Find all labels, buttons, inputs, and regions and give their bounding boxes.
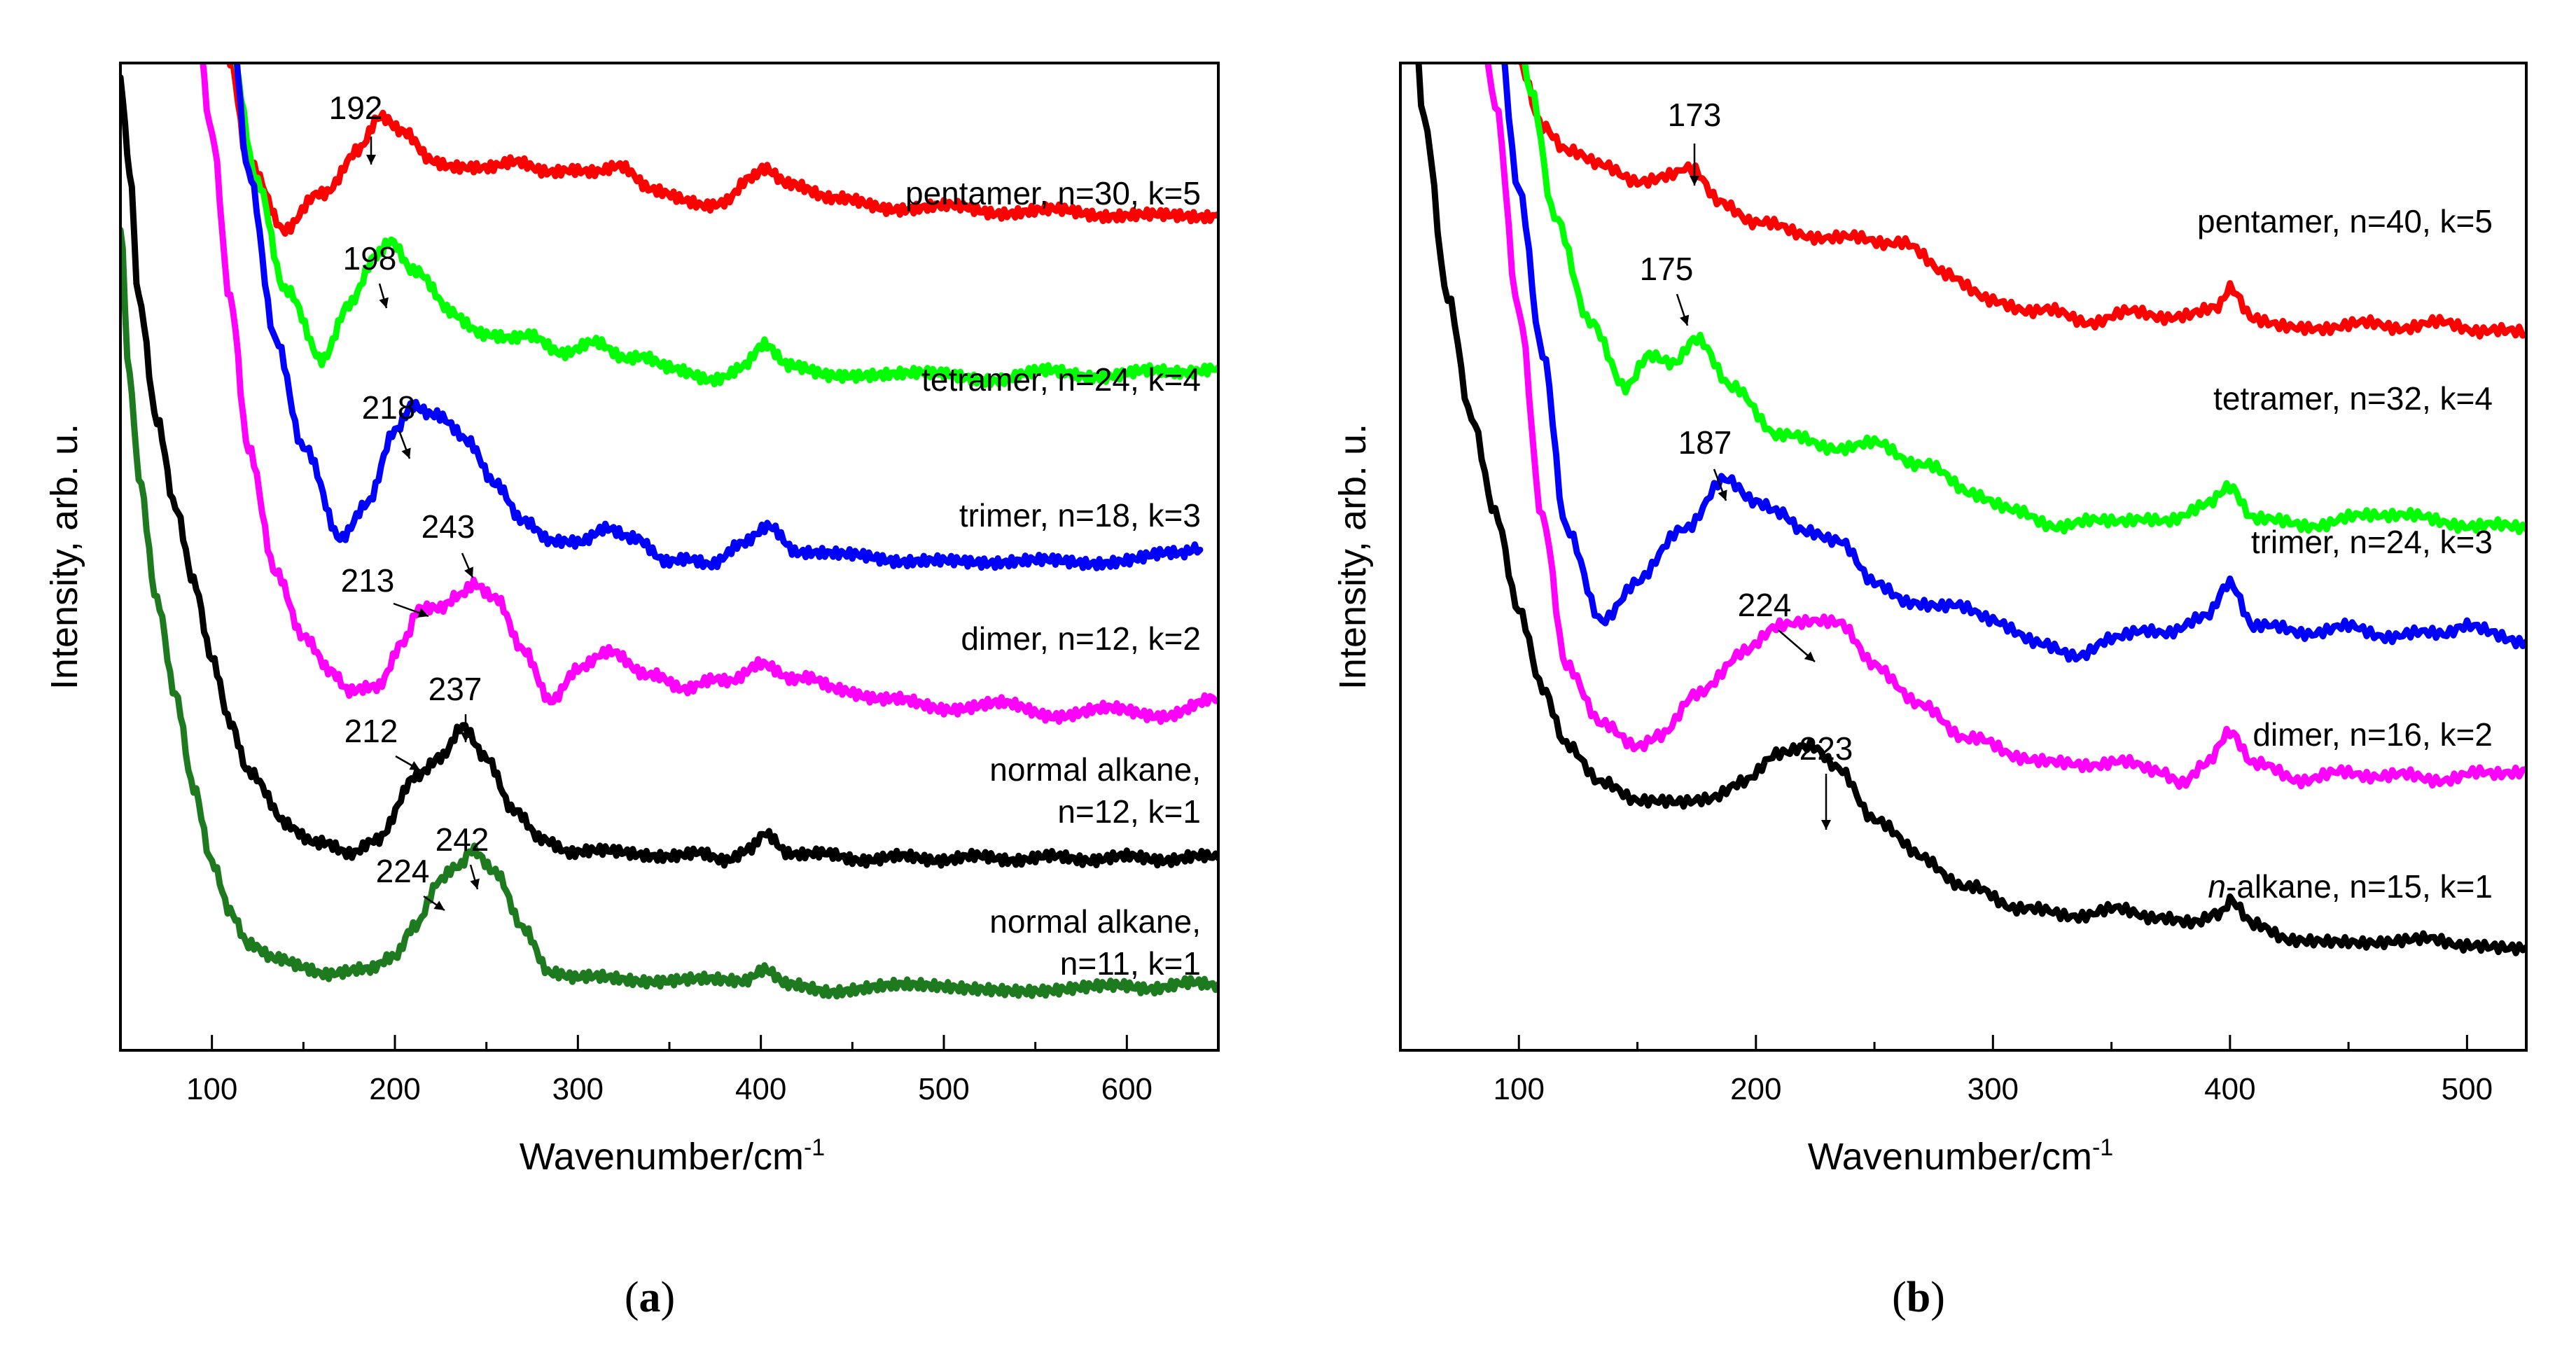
peak-arrow-head <box>417 608 429 618</box>
peak-label: 243 <box>422 508 475 545</box>
peak-label: 224 <box>376 853 430 889</box>
peak-label: 212 <box>344 713 398 749</box>
peak-arrow-head <box>1718 489 1727 501</box>
series-label: pentamer, n=30, k=5 <box>905 175 1201 211</box>
x-tick-label: 500 <box>918 1072 969 1106</box>
peak-label: 187 <box>1678 424 1732 461</box>
series-label: n=11, k=1 <box>1060 945 1201 982</box>
panel-a-caption: (a) <box>625 1274 675 1321</box>
peak-label: 173 <box>1668 97 1722 133</box>
peak-arrow-head <box>464 566 473 578</box>
peak-arrow-head <box>366 155 376 165</box>
x-tick-label: 600 <box>1101 1072 1153 1106</box>
peak-arrow-head <box>409 760 420 770</box>
series-label: n-alkane, n=15, k=1 <box>2208 868 2493 905</box>
panel-a-series <box>122 64 1217 1000</box>
series-line-n-alkane <box>1415 64 2525 956</box>
x-tick-label: 500 <box>2442 1072 2493 1106</box>
series-label: trimer, n=18, k=3 <box>959 497 1201 534</box>
panel-b-peak-annotations: 173 175 187 224 223 <box>1640 97 1853 830</box>
x-tick-label: 200 <box>369 1072 420 1106</box>
series-line-dimer <box>1484 64 2525 790</box>
peak-arrow-head <box>379 297 389 308</box>
series-label: n=12, k=1 <box>1057 793 1201 830</box>
peak-label: 218 <box>362 389 416 426</box>
peak-label: 175 <box>1640 251 1694 287</box>
panel-a-x-axis-label: Wavenumber/cm-1 <box>520 1134 825 1178</box>
panel-a-y-axis-label: Intensity, arb. u. <box>43 424 85 690</box>
peak-arrow-head <box>1679 314 1690 326</box>
peak-arrow-head <box>470 878 480 889</box>
panel-b: 100 200 300 400 500 pentamer, n=40, k=5 tetra… <box>1332 62 2528 1321</box>
peak-label: 224 <box>1738 587 1792 623</box>
series-line-dimer <box>200 64 1217 725</box>
series-label: tetramer, n=24, k=4 <box>921 361 1201 398</box>
peak-arrow-head <box>461 732 471 742</box>
peak-label: 223 <box>1799 730 1853 767</box>
panel-b-x-ticks: 100 200 300 400 500 <box>1399 1035 2493 1106</box>
peak-arrow-head <box>401 447 411 459</box>
panel-b-caption: (b) <box>1892 1274 1945 1321</box>
series-label: dimer, n=16, k=2 <box>2253 716 2493 753</box>
peak-label: 237 <box>429 671 482 707</box>
peak-arrow-head <box>1690 176 1699 186</box>
series-label: normal alkane, <box>989 903 1201 940</box>
x-tick-label: 300 <box>552 1072 604 1106</box>
series-line-tetramer <box>232 64 1217 389</box>
x-tick-label: 400 <box>735 1072 786 1106</box>
x-tick-label: 200 <box>1730 1072 1781 1106</box>
series-line-trimer <box>234 64 1204 571</box>
series-line-normal-alkane-n-11 <box>122 227 1217 1000</box>
peak-arrow-head <box>1821 820 1831 830</box>
peak-label: 213 <box>341 562 395 599</box>
panel-b-plot-frame <box>1399 62 2528 1052</box>
panel-a-x-ticks: 100 200 300 400 500 600 <box>119 1035 1220 1106</box>
series-line-normal-alkane-n-12 <box>122 74 1217 869</box>
panel-a: 100 200 300 400 500 600 pentamer, n=30, k=5 te… <box>43 62 1220 1321</box>
series-label: tetramer, n=32, k=4 <box>2213 380 2493 417</box>
panel-b-series-labels: pentamer, n=40, k=5 tetramer, n=32, k=4 tr… <box>2197 203 2493 905</box>
series-label: trimer, n=24, k=3 <box>2251 524 2493 560</box>
series-label: normal alkane, <box>989 751 1201 788</box>
series-line-pentamer <box>1514 64 2525 340</box>
peak-label: 192 <box>329 90 383 126</box>
panel-a-series-labels: pentamer, n=30, k=5 tetramer, n=24, k=4 tr… <box>905 175 1201 982</box>
x-tick-label: 400 <box>2204 1072 2255 1106</box>
x-tick-label: 100 <box>186 1072 237 1106</box>
panel-b-y-axis-label: Intensity, arb. u. <box>1332 424 1374 690</box>
x-tick-label: 100 <box>1494 1072 1545 1106</box>
panel-b-series <box>1415 64 2525 956</box>
panel-b-x-axis-label: Wavenumber/cm-1 <box>1808 1134 2113 1178</box>
x-tick-label: 300 <box>1968 1072 2019 1106</box>
series-label: dimer, n=12, k=2 <box>961 620 1201 657</box>
peak-label: 242 <box>436 821 489 858</box>
peak-label: 198 <box>343 240 397 277</box>
series-line-pentamer <box>226 64 1217 237</box>
series-line-tetramer <box>1522 64 2525 536</box>
series-line-trimer <box>1501 64 2525 663</box>
peak-arrow-head <box>1804 651 1815 662</box>
peak-arrow-head <box>433 900 445 910</box>
series-label: pentamer, n=40, k=5 <box>2197 203 2493 239</box>
